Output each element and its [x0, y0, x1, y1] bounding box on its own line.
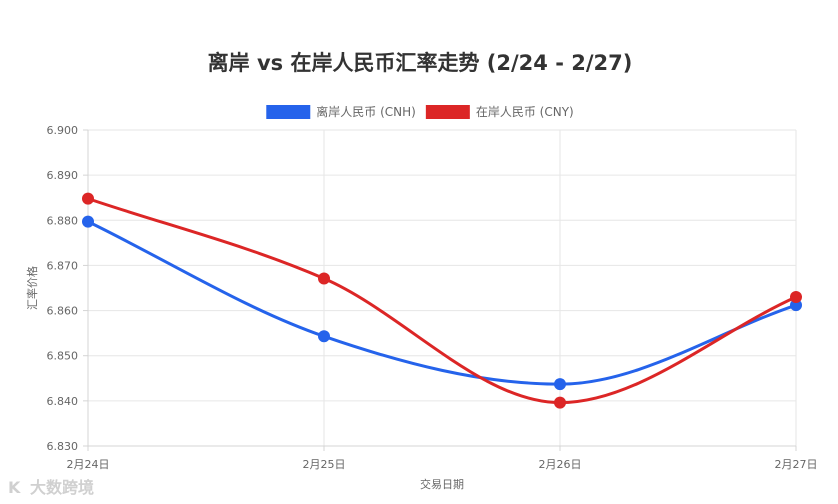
- chart-title: 离岸 vs 在岸人民币汇率走势 (2/24 - 2/27): [208, 51, 633, 75]
- y-tick-label: 6.890: [47, 169, 79, 182]
- x-tick-label: 2月27日: [775, 458, 818, 471]
- legend-swatch-0: [266, 105, 311, 119]
- legend-swatch-1: [425, 105, 470, 119]
- watermark-logo-icon: K: [8, 478, 21, 497]
- data-point-0-0[interactable]: [82, 215, 94, 228]
- watermark-text: 大数跨境: [30, 478, 94, 497]
- data-point-1-1[interactable]: [318, 272, 330, 285]
- x-tick-label: 2月24日: [67, 458, 110, 471]
- grid: [87, 129, 797, 447]
- x-tick-label: 2月25日: [303, 458, 346, 471]
- data-point-1-2[interactable]: [554, 396, 566, 409]
- y-tick-label: 6.860: [47, 305, 79, 318]
- x-tick-label: 2月26日: [539, 458, 582, 471]
- y-tick-label: 6.850: [47, 350, 79, 363]
- legend-label-0[interactable]: 离岸人民币 (CNH): [316, 104, 416, 119]
- y-axis-ticks: 6.830 6.840 6.850 6.860 6.870 6.880 6.890 6.900: [47, 124, 88, 453]
- series-line-0: [87, 220, 797, 386]
- series-layer: [82, 192, 802, 409]
- data-point-0-2[interactable]: [554, 378, 566, 391]
- y-axis-title: 汇率价格: [25, 266, 39, 310]
- legend-label-1[interactable]: 在岸人民币 (CNY): [476, 105, 574, 119]
- x-axis-title: 交易日期: [420, 477, 464, 491]
- watermark: K 大数跨境: [8, 478, 94, 497]
- y-tick-label: 6.900: [47, 124, 79, 137]
- legend: 离岸人民币 (CNH) 在岸人民币 (CNY): [266, 104, 574, 119]
- y-tick-label: 6.830: [47, 440, 79, 453]
- series-line-1: [87, 197, 797, 405]
- data-point-1-0[interactable]: [82, 192, 94, 205]
- y-tick-label: 6.880: [47, 214, 79, 227]
- data-point-1-3[interactable]: [790, 291, 802, 304]
- y-tick-label: 6.840: [47, 395, 79, 408]
- data-point-0-1[interactable]: [318, 330, 330, 343]
- y-tick-label: 6.870: [47, 259, 79, 272]
- x-axis-ticks: 2月24日 2月25日 2月26日 2月27日: [67, 446, 818, 471]
